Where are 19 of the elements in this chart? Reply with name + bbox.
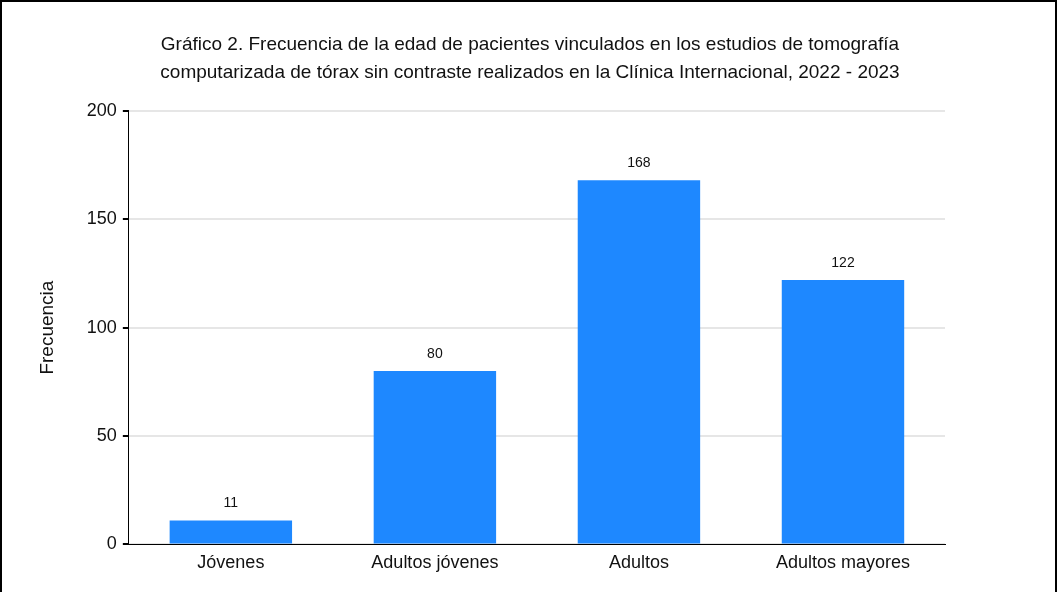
y-tick-label: 100 — [86, 316, 117, 337]
y-tick-label: 0 — [106, 533, 117, 554]
data-label: 80 — [427, 344, 443, 361]
bar — [781, 279, 905, 544]
bar — [373, 370, 497, 544]
x-tick-label: Jóvenes — [197, 552, 265, 573]
data-label: 11 — [223, 494, 239, 511]
y-tick-label: 200 — [86, 99, 117, 120]
chart-title: Gráfico 2. Frecuencia de la edad de pacientes vinculados en los estudios de tomografía computarizada de tórax sin contraste realizados en la Clínica Internacional, 2022 - 2023 — [159, 32, 901, 84]
bar — [169, 520, 293, 544]
bar — [577, 180, 701, 544]
y-tick-label: 150 — [86, 208, 117, 229]
data-label: 168 — [627, 154, 651, 171]
y-tick-label: 50 — [96, 424, 117, 445]
x-tick-label: Adultos jóvenes — [371, 552, 499, 573]
data-label: 122 — [831, 253, 855, 270]
y-axis-title: Frecuencia — [35, 280, 57, 375]
x-tick-label: Adultos — [608, 552, 669, 573]
x-tick-label: Adultos mayores — [775, 552, 911, 573]
